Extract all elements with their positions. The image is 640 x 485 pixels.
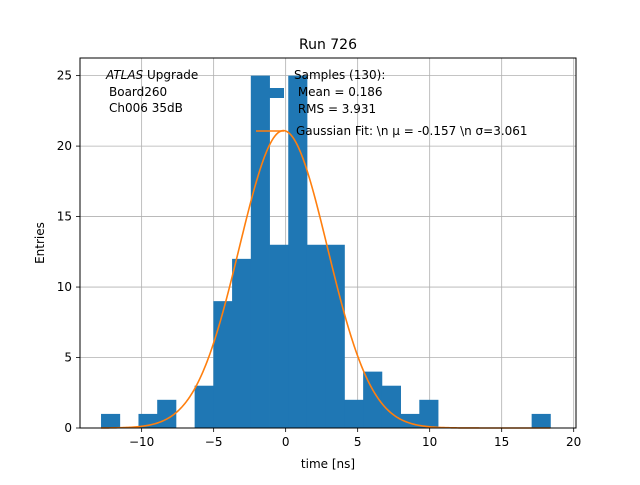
chart-title: Run 726 xyxy=(299,37,357,53)
histogram-bar xyxy=(306,244,327,428)
legend-histogram-line: Samples (130): xyxy=(294,68,385,82)
histogram-bar xyxy=(269,244,289,428)
y-tick-label: 20 xyxy=(57,139,72,153)
annotation-line-2: Board260 xyxy=(109,85,167,99)
x-tick-label: −5 xyxy=(205,435,223,449)
legend-fit-label: Gaussian Fit: \n μ = -0.157 \n σ=3.061 xyxy=(296,124,528,138)
x-tick-label: 5 xyxy=(354,435,362,449)
annotation-line-3: Ch006 35dB xyxy=(109,101,183,115)
atlas-annotation: ATLAS Upgrade Board260 Ch006 35dB xyxy=(105,68,198,115)
y-axis-ticks: 0 5 10 15 20 25 xyxy=(57,69,80,435)
x-tick-label: −10 xyxy=(129,435,154,449)
histogram-bar xyxy=(325,244,345,428)
annotation-italic: ATLAS xyxy=(105,68,144,82)
histogram-bar xyxy=(101,413,121,428)
x-tick-label: 15 xyxy=(494,435,509,449)
histogram-bar xyxy=(419,399,439,428)
legend-histogram-swatch xyxy=(256,88,284,98)
y-tick-label: 5 xyxy=(64,351,72,365)
histogram-bar xyxy=(250,75,270,428)
histogram-bar xyxy=(232,258,252,428)
annotation-line-1: ATLAS Upgrade xyxy=(105,68,198,82)
histogram-bar xyxy=(363,371,383,428)
histogram-bar xyxy=(344,399,364,428)
y-tick-label: 0 xyxy=(64,421,72,435)
x-tick-label: 0 xyxy=(282,435,290,449)
legend-histogram-line: RMS = 3.931 xyxy=(294,102,376,116)
x-tick-label: 10 xyxy=(422,435,437,449)
y-tick-label: 15 xyxy=(57,210,72,224)
y-axis-label: Entries xyxy=(33,222,47,264)
y-tick-label: 10 xyxy=(57,280,72,294)
legend-histogram-label: Samples (130): Mean = 0.186 RMS = 3.931 xyxy=(294,68,385,116)
histogram-bar xyxy=(288,75,308,428)
x-tick-label: 20 xyxy=(566,435,581,449)
legend-histogram-line: Mean = 0.186 xyxy=(294,85,383,99)
histogram-bar xyxy=(194,385,214,428)
y-tick-label: 25 xyxy=(57,69,72,83)
x-axis-ticks: −10 −5 0 5 10 15 20 xyxy=(129,428,581,449)
x-axis-label: time [ns] xyxy=(301,457,355,471)
legend: Samples (130): Mean = 0.186 RMS = 3.931 … xyxy=(256,68,528,138)
histogram-bar xyxy=(531,413,551,428)
plot-frame xyxy=(79,57,577,429)
histogram-bar xyxy=(213,301,233,428)
histogram-bars xyxy=(101,75,551,428)
